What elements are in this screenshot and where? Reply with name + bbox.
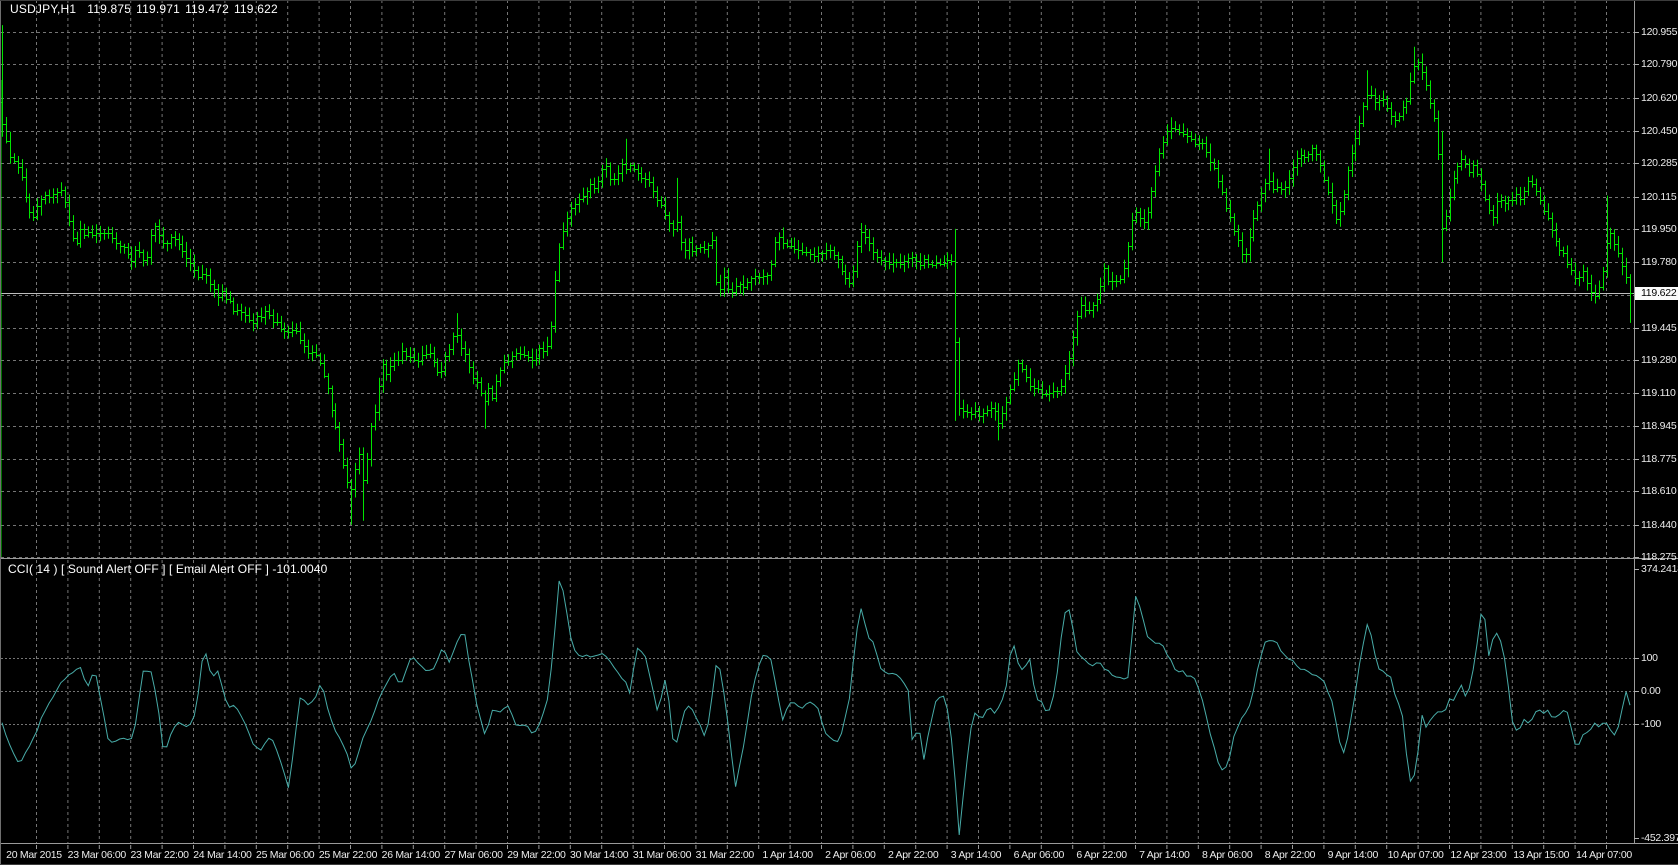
price-axis-label: 118.440 xyxy=(1641,518,1677,531)
cci-axis-label: 374.2418 xyxy=(1641,563,1678,576)
time-axis-label: 23 Mar 06:00 xyxy=(67,849,127,861)
price-axis-label: 118.945 xyxy=(1641,419,1677,432)
price-axis-label: 118.775 xyxy=(1641,453,1677,466)
ohlc-high-value: 119.971 xyxy=(136,2,181,16)
cci-level-lines xyxy=(1,658,1634,725)
time-axis-label: 29 Mar 22:00 xyxy=(507,849,566,861)
time-axis-label: 31 Mar 22:00 xyxy=(695,849,755,861)
time-axis-label: 12 Apr 23:00 xyxy=(1450,849,1507,861)
time-axis-label: 10 Apr 07:00 xyxy=(1387,849,1444,861)
current-price-label: 119.622 xyxy=(1635,287,1678,300)
cci-axis-label: 100 xyxy=(1641,652,1658,665)
time-axis-label: 6 Apr 06:00 xyxy=(1013,849,1065,861)
price-axis-label: 120.620 xyxy=(1641,91,1678,104)
time-axis-label: 27 Mar 06:00 xyxy=(444,849,503,861)
time-axis-label: 1 Apr 14:00 xyxy=(762,849,813,861)
time-axis-label: 2 Apr 06:00 xyxy=(825,849,876,861)
cci-indicator-title: CCI( 14 ) [ Sound Alert OFF ] [ Email Al… xyxy=(8,562,328,576)
axis-ticks xyxy=(1634,32,1639,839)
price-axis-label: 120.790 xyxy=(1641,58,1678,71)
time-axis-label: 30 Mar 14:00 xyxy=(570,849,629,861)
price-axis-label: 119.445 xyxy=(1641,321,1677,334)
time-axis-label: 24 Mar 14:00 xyxy=(193,849,252,861)
time-axis-label: 3 Apr 14:00 xyxy=(950,849,1002,861)
time-axis-label: 31 Mar 06:00 xyxy=(632,849,692,861)
chart-title: USDJPY,H1 119.875 119.971 119.472 119.622 xyxy=(10,2,278,16)
price-axis-label: 120.285 xyxy=(1641,157,1678,170)
time-axis-label: 2 Apr 22:00 xyxy=(887,849,939,861)
cci-line xyxy=(1,580,1631,836)
time-axis-label: 25 Mar 22:00 xyxy=(318,849,378,861)
price-axis-label: 119.280 xyxy=(1641,354,1677,367)
price-axis-label: 118.610 xyxy=(1641,485,1677,498)
cci-axis-label: -100 xyxy=(1641,717,1662,730)
ohlc-open-value: 119.875 xyxy=(87,2,132,16)
price-axis-label: 119.110 xyxy=(1641,387,1676,400)
time-axis-label: 6 Apr 22:00 xyxy=(1076,849,1127,861)
time-axis-label: 7 Apr 14:00 xyxy=(1139,849,1190,861)
symbol-timeframe-label: USDJPY,H1 xyxy=(10,2,77,16)
price-axis-label: 120.450 xyxy=(1641,124,1678,137)
time-axis-label: 13 Apr 15:00 xyxy=(1513,849,1570,861)
time-axis-label: 26 Mar 14:00 xyxy=(381,849,441,861)
price-axis-label: 120.955 xyxy=(1641,26,1678,38)
vertical-gridlines xyxy=(36,0,1607,849)
time-axis-label: 9 Apr 14:00 xyxy=(1327,849,1379,861)
ohlc-low-value: 119.472 xyxy=(185,2,229,16)
time-axis-label: 8 Apr 06:00 xyxy=(1201,849,1253,861)
price-axis-label: 119.950 xyxy=(1641,222,1677,235)
ohlc-bars xyxy=(0,25,1633,525)
cci-axis-label: 0.00 xyxy=(1641,685,1661,697)
time-axis-label: 23 Mar 22:00 xyxy=(130,849,189,861)
time-axis-label: 8 Apr 22:00 xyxy=(1264,849,1316,861)
time-axis-label: 25 Mar 06:00 xyxy=(256,849,315,861)
ohlc-close-value: 119.622 xyxy=(233,2,278,16)
price-axis-label: 120.115 xyxy=(1641,190,1677,203)
time-axis-label: 14 Apr 07:00 xyxy=(1576,849,1632,861)
time-axis-label: 20 Mar 2015 xyxy=(6,849,62,861)
price-axis-label: 119.780 xyxy=(1641,256,1677,269)
price-gridlines xyxy=(1,32,1634,558)
price-axis-label: 118.275 xyxy=(1641,551,1677,563)
